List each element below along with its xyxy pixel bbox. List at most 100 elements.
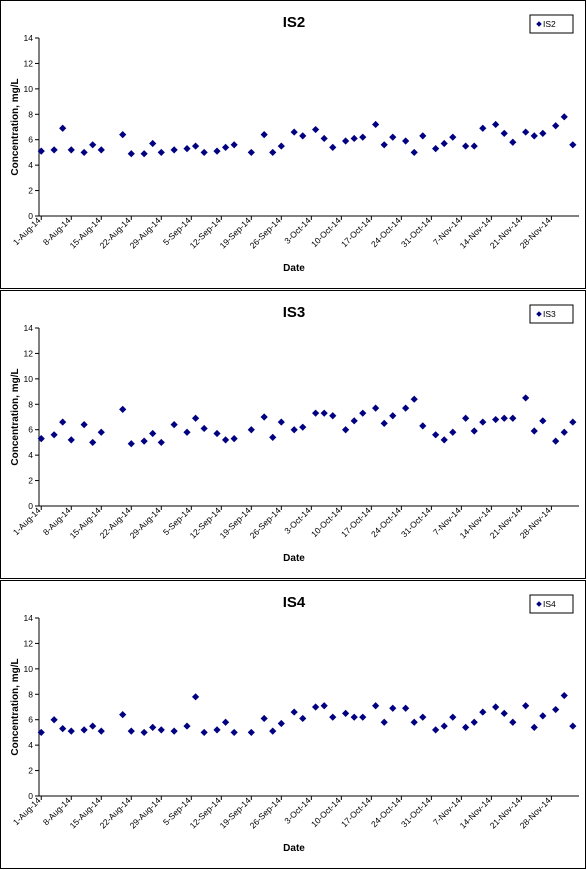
data-point-is3	[67, 436, 75, 444]
data-point-is4	[342, 709, 350, 717]
data-point-is4	[221, 718, 230, 726]
x-tick-label: 14-Nov-14	[458, 505, 493, 540]
x-tick-label: 26-Sep-14	[248, 795, 283, 830]
y-tick-label: 0	[28, 501, 33, 511]
data-point-is4	[470, 718, 478, 726]
x-tick-label: 21-Nov-14	[488, 215, 523, 250]
data-point-is4	[569, 722, 577, 730]
data-point-is2	[157, 148, 165, 157]
x-tick-label: 3-Oct-14	[282, 505, 313, 536]
legend: IS2	[529, 14, 574, 34]
x-tick-label: 1-Aug-14	[11, 795, 43, 827]
data-point-is3	[552, 437, 560, 445]
data-point-is3	[569, 418, 577, 426]
x-tick-label: 1-Aug-14	[11, 505, 43, 537]
legend-label: IS2	[543, 19, 556, 29]
data-point-is2	[200, 148, 208, 157]
data-point-is2	[342, 137, 350, 145]
data-point-is4	[329, 713, 337, 721]
data-point-is4	[552, 705, 560, 714]
data-point-is2	[191, 142, 200, 150]
data-point-is4	[509, 718, 517, 726]
x-tick-label: 19-Sep-14	[218, 215, 253, 250]
data-point-is3	[389, 412, 397, 420]
x-tick-label: 3-Oct-14	[282, 215, 313, 246]
data-point-is2	[89, 141, 97, 149]
data-point-is3	[149, 429, 157, 438]
x-tick-label: 21-Nov-14	[488, 795, 523, 830]
data-point-is4	[89, 722, 97, 730]
y-axis-title: Concentration, mg/L	[10, 368, 21, 465]
data-point-is2	[170, 146, 178, 154]
data-point-is3	[440, 436, 448, 444]
y-tick-label: 6	[28, 135, 33, 145]
data-point-is4	[432, 726, 440, 734]
data-point-is3	[97, 428, 105, 436]
data-point-is3	[157, 438, 165, 447]
data-point-is2	[440, 139, 448, 148]
data-point-is3	[80, 421, 88, 429]
data-point-is4	[479, 708, 487, 716]
data-point-is2	[350, 134, 358, 143]
data-point-is4	[440, 722, 448, 730]
data-point-is2	[539, 129, 547, 137]
data-point-is2	[59, 124, 67, 132]
data-point-is3	[509, 414, 517, 422]
data-point-is3	[191, 414, 200, 422]
data-point-is4	[269, 727, 277, 735]
data-point-is4	[213, 726, 221, 734]
data-point-is3	[50, 431, 58, 439]
data-point-is2	[492, 120, 500, 129]
x-tick-label: 29-Aug-14	[128, 215, 163, 250]
data-point-is3	[89, 438, 97, 447]
x-tick-label: 28-Nov-14	[518, 215, 553, 250]
data-point-is3	[449, 428, 457, 436]
data-point-is4	[492, 703, 500, 711]
x-tick-label: 1-Aug-14	[11, 215, 43, 247]
data-point-is3	[500, 414, 508, 422]
data-point-is4	[320, 702, 328, 710]
data-point-is2	[299, 132, 307, 140]
y-tick-label: 2	[28, 766, 33, 776]
x-tick-label: 29-Aug-14	[128, 795, 163, 830]
legend: IS4	[529, 594, 574, 614]
data-point-is2	[389, 133, 397, 141]
data-point-is2	[312, 125, 320, 134]
chart-title: IS2	[283, 14, 306, 31]
data-point-is4	[157, 726, 165, 734]
x-tick-label: 3-Oct-14	[282, 795, 313, 826]
data-point-is4	[359, 713, 367, 721]
x-tick-label: 24-Oct-14	[369, 215, 403, 249]
data-point-is2	[552, 122, 560, 130]
data-point-is4	[522, 702, 530, 710]
data-point-is2	[221, 143, 230, 151]
data-point-is4	[191, 693, 200, 701]
data-point-is2	[410, 148, 418, 157]
data-point-is3	[170, 421, 178, 429]
data-point-is3	[119, 405, 127, 413]
data-point-is4	[539, 712, 547, 720]
data-point-is3	[269, 433, 277, 441]
data-point-is2	[530, 132, 538, 140]
data-point-is2	[372, 120, 380, 129]
y-tick-label: 14	[24, 613, 34, 623]
data-point-is3	[342, 426, 350, 434]
data-point-is4	[67, 727, 75, 735]
y-tick-label: 8	[28, 689, 33, 699]
chart-title: IS4	[283, 594, 306, 611]
data-point-is4	[200, 728, 208, 737]
x-tick-label: 28-Nov-14	[518, 795, 553, 830]
data-point-is4	[97, 727, 105, 735]
data-point-is3	[230, 435, 238, 443]
x-axis-title: Date	[283, 553, 305, 564]
x-tick-label: 10-Oct-14	[309, 795, 343, 829]
data-point-is3	[329, 412, 337, 420]
data-point-is4	[380, 718, 388, 726]
data-point-is3	[213, 429, 221, 438]
y-tick-label: 6	[28, 425, 33, 435]
y-tick-label: 10	[24, 374, 34, 384]
x-tick-label: 24-Oct-14	[369, 505, 403, 539]
x-tick-label: 22-Aug-14	[98, 215, 133, 250]
x-tick-label: 17-Oct-14	[339, 795, 373, 829]
data-point-is2	[402, 137, 410, 145]
